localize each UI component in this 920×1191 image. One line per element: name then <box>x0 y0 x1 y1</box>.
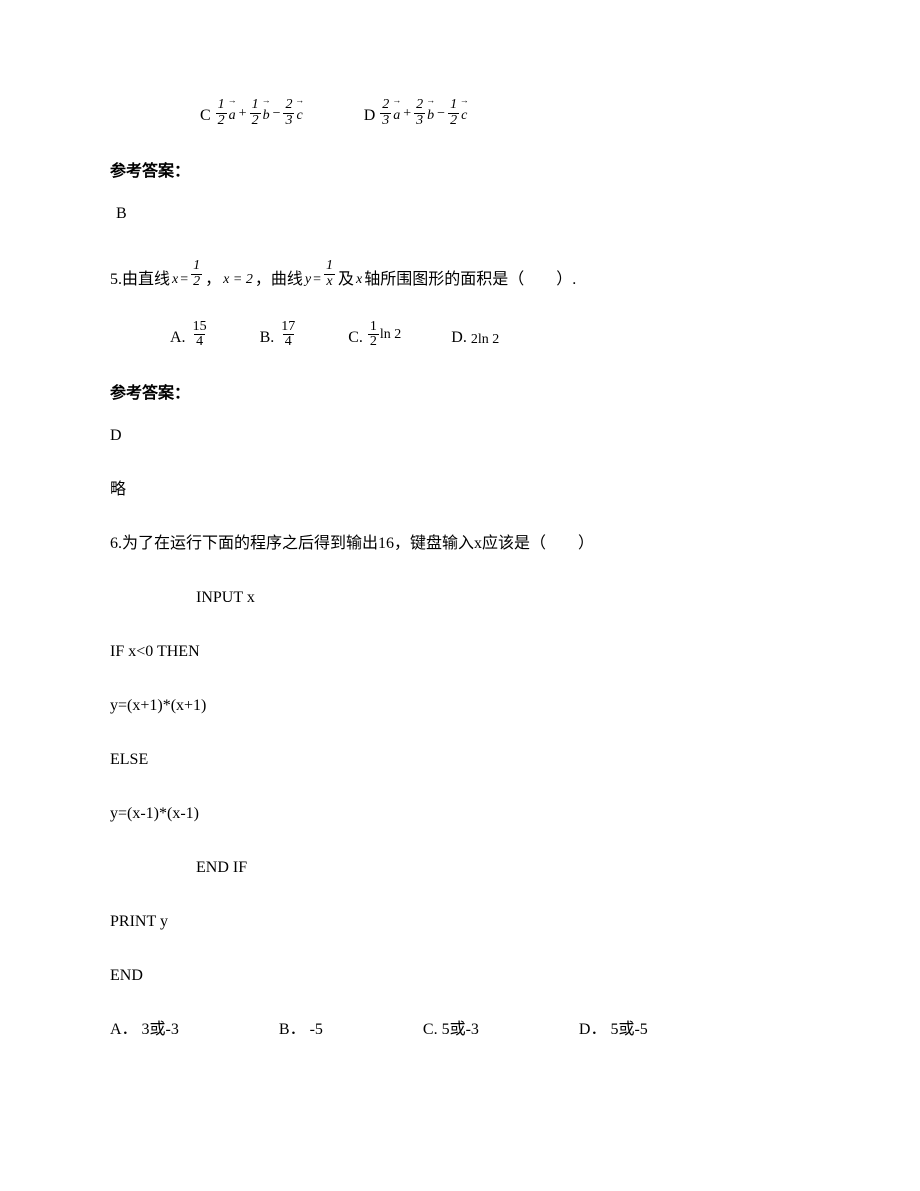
q6-code-l2: IF x<0 THEN <box>110 640 810 664</box>
q6-code-l6: END IF <box>110 856 810 880</box>
q6-code-l7: PRINT y <box>110 910 810 934</box>
q4-option-c-label: C <box>200 104 211 128</box>
q5-eq1: x = 12 <box>172 259 203 289</box>
q6-option-a: A． 3或-3 <box>110 1018 179 1042</box>
q5-text2: 曲线 <box>271 268 303 292</box>
q6-stem: 6.为了在运行下面的程序之后得到输出16，键盘输入x应该是（ ） <box>110 532 810 556</box>
q6-code-l3: y=(x+1)*(x+1) <box>110 694 810 718</box>
q5-eq3: y = 1x <box>305 259 336 289</box>
q6-option-c: C. 5或-3 <box>423 1018 479 1042</box>
q4-option-d-formula: 23 a + 23 b − 12 c <box>379 98 468 128</box>
q5-options: A. 154 B. 174 C. 12 ln 2 D. 2ln 2 <box>110 322 810 352</box>
q4-answer: B <box>110 202 810 226</box>
q6-option-b: B． -5 <box>279 1018 323 1042</box>
q5-option-a: A. 154 <box>170 322 210 352</box>
q5-stem: 5. 由直线 x = 12 ， x = 2 ， 曲线 y = 1x 及 x 轴所… <box>110 261 810 291</box>
q5-note: 略 <box>110 478 810 502</box>
q4-answer-header: 参考答案： <box>110 160 810 184</box>
q5-answer-header: 参考答案： <box>110 382 810 406</box>
q5-eq2: x = 2 <box>223 269 253 290</box>
q6-option-d: D． 5或-5 <box>579 1018 648 1042</box>
q5-number: 5. <box>110 268 122 292</box>
q4-options-row: C 12 a + 12 b − 23 c D 23 a + 23 b − 12 … <box>110 100 810 130</box>
q5-text3: 及 <box>338 268 354 292</box>
q5-answer: D <box>110 424 810 448</box>
q5-comma1: ， <box>205 268 221 292</box>
q4-option-c-formula: 12 a + 12 b − 23 c <box>215 98 304 128</box>
q4-option-d-label: D <box>364 104 376 128</box>
q5-text1: 由直线 <box>122 268 170 292</box>
q6-options: A． 3或-3 B． -5 C. 5或-3 D． 5或-5 <box>110 1018 810 1042</box>
q6-code-l8: END <box>110 964 810 988</box>
q6-code-l4: ELSE <box>110 748 810 772</box>
q6-code-l1: INPUT x <box>110 586 810 610</box>
q6-code-l5: y=(x-1)*(x-1) <box>110 802 810 826</box>
q5-eq4: x <box>356 269 362 290</box>
q5-option-d: D. 2ln 2 <box>451 328 499 352</box>
q5-text4: 轴所围图形的面积是（ ）. <box>364 268 576 292</box>
q5-option-b: B. 174 <box>260 322 299 352</box>
q5-comma2: ， <box>255 268 271 292</box>
q5-option-c: C. 12 ln 2 <box>348 322 401 352</box>
